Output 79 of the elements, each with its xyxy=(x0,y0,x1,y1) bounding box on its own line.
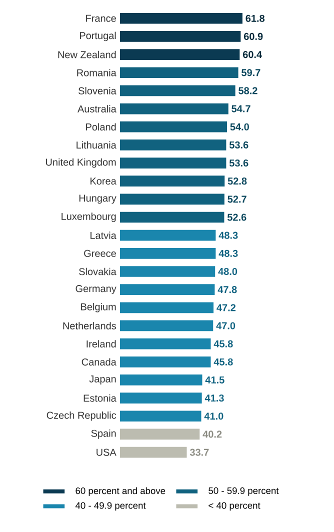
y-tick-label: Estonia xyxy=(84,394,116,402)
data-label: 47.2 xyxy=(216,304,236,312)
legend-label: 40 - 49.9 percent xyxy=(75,502,146,511)
data-label: 58.2 xyxy=(238,87,258,94)
bar xyxy=(120,176,225,187)
data-label: 54.0 xyxy=(230,123,249,130)
data-label: 47.8 xyxy=(218,286,237,294)
y-tick-label: Spain xyxy=(91,430,116,439)
bar xyxy=(120,428,200,440)
data-label: 61.8 xyxy=(246,14,265,22)
y-tick-label: New Zealand xyxy=(58,50,116,58)
legend-label: 60 percent and above xyxy=(76,487,166,496)
bar xyxy=(120,212,224,223)
bar xyxy=(120,121,227,132)
bar xyxy=(120,49,240,60)
y-tick-label: Germany xyxy=(76,285,116,294)
y-tick-label: Slovakia xyxy=(79,268,116,276)
data-label: 47.0 xyxy=(216,322,236,330)
bar xyxy=(120,374,202,386)
data-label: 52.7 xyxy=(228,196,246,203)
bar xyxy=(120,67,238,78)
y-tick-label: Belgium xyxy=(81,303,116,312)
y-tick-label: Japan xyxy=(89,375,116,384)
bar xyxy=(120,446,187,458)
data-label: 52.8 xyxy=(228,178,247,185)
data-label: 60.4 xyxy=(242,51,262,58)
y-tick-label: Czech Republic xyxy=(46,411,116,421)
data-label: 59.7 xyxy=(242,69,260,76)
data-label: 48.3 xyxy=(218,232,238,239)
bar xyxy=(120,320,214,332)
bar xyxy=(120,338,211,350)
y-tick-label: Korea xyxy=(90,178,116,185)
y-tick-label: USA xyxy=(96,448,116,456)
y-tick-label: Poland xyxy=(86,123,116,131)
data-label: 40.2 xyxy=(202,430,222,438)
y-tick-label: Hungary xyxy=(79,194,116,204)
bar xyxy=(120,158,226,168)
data-label: 45.8 xyxy=(214,340,233,348)
data-label: 41.0 xyxy=(204,412,224,420)
data-label: 48.3 xyxy=(218,250,238,257)
bar xyxy=(120,194,224,205)
data-label: 41.5 xyxy=(205,376,224,384)
data-label: 52.6 xyxy=(227,214,246,221)
y-tick-label: Netherlands xyxy=(63,322,116,330)
bar xyxy=(120,392,202,404)
y-tick-label: Luxembourg xyxy=(62,212,116,222)
data-label: 48.0 xyxy=(218,268,238,276)
y-tick-label: Lithuania xyxy=(76,141,116,149)
bar xyxy=(120,12,242,24)
y-tick-label: Latvia xyxy=(90,232,116,240)
y-tick-label: Canada xyxy=(82,358,116,366)
bar xyxy=(120,248,216,259)
bar xyxy=(120,356,211,368)
bar xyxy=(120,410,202,422)
y-tick-label: Ireland xyxy=(86,340,116,348)
bar xyxy=(120,85,236,96)
data-label: 41.3 xyxy=(204,394,224,402)
y-tick-label: France xyxy=(86,14,116,22)
data-label: 53.6 xyxy=(229,159,248,167)
data-label: 54.7 xyxy=(232,105,250,112)
bar xyxy=(120,302,214,314)
bar xyxy=(120,266,216,277)
y-tick-label: United Kingdom xyxy=(46,158,116,168)
data-label: 45.8 xyxy=(214,358,233,366)
y-tick-label: Slovenia xyxy=(78,87,116,94)
legend-label: < 40 percent xyxy=(208,502,260,511)
bar xyxy=(120,140,226,150)
data-label: 60.9 xyxy=(244,32,263,40)
legend-label: 50 - 59.9 percent xyxy=(208,487,279,496)
bar xyxy=(120,284,215,295)
bar xyxy=(120,103,228,114)
y-tick-label: Australia xyxy=(78,105,116,112)
y-tick-label: Portugal xyxy=(80,32,116,42)
data-label: 53.6 xyxy=(229,141,248,148)
y-tick-label: Romania xyxy=(77,68,116,76)
bar xyxy=(120,230,216,241)
bar xyxy=(120,31,241,42)
data-label: 33.7 xyxy=(190,448,209,456)
y-tick-label: Greece xyxy=(84,250,116,257)
